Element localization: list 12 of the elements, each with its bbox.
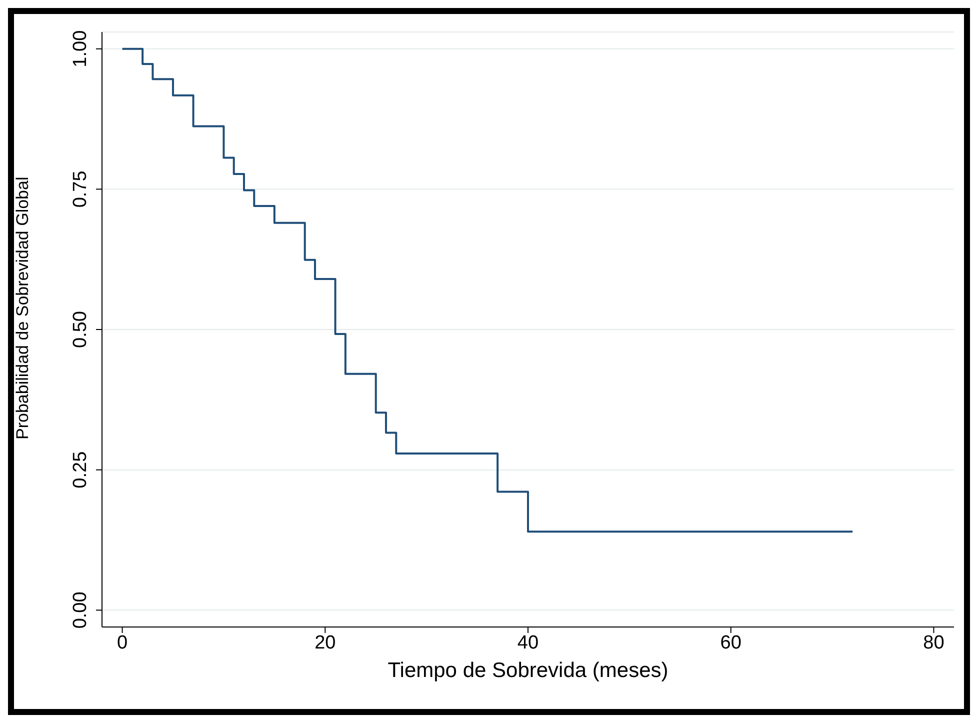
x-tick-label: 20 (314, 632, 336, 654)
y-tick-label: 0.50 (70, 311, 91, 348)
x-axis-title: Tiempo de Sobrevida (meses) (388, 659, 668, 682)
x-tick-label: 0 (116, 632, 128, 654)
x-tick-label: 40 (517, 632, 539, 654)
x-tick-label: 80 (923, 632, 944, 654)
y-tick-label: 0.75 (70, 170, 91, 208)
x-tick-label: 60 (720, 632, 742, 654)
y-tick-label: 1.00 (70, 30, 91, 68)
y-tick-label: 0.25 (70, 451, 91, 488)
y-tick-label: 0.00 (70, 592, 91, 629)
y-axis-title: Probabilidad de Sobrevidad Global (13, 176, 32, 440)
